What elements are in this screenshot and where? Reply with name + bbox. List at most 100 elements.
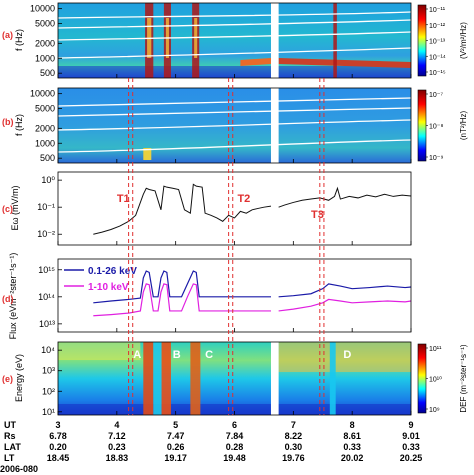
date-label: 2006-080 (0, 464, 38, 474)
ephemeris-row-label: LAT (4, 442, 21, 452)
panel-b-ytick-label: 5000 (35, 104, 55, 114)
ephemeris-value: 0.23 (108, 442, 126, 452)
panel-a-contour (57, 31, 412, 41)
ephemeris-row-label: Rs (4, 431, 16, 441)
ephemeris-value: 19.76 (282, 453, 305, 463)
panel-b-colorbar (417, 89, 427, 162)
panel-a-burst (333, 3, 337, 78)
event-marker-text: T1 (117, 193, 130, 205)
ephemeris-value: 18.83 (106, 453, 129, 463)
ephemeris-value: 7.12 (108, 431, 126, 441)
region-label: A (133, 349, 141, 361)
ephemeris-value: 8.22 (285, 431, 303, 441)
ephemeris-value: 18.45 (47, 453, 70, 463)
panel-c-ytick-label: 10⁰ (41, 175, 55, 185)
panel-b-ytick-label: 10000 (30, 89, 55, 99)
region-label: D (343, 349, 351, 361)
ephemeris-value: 0.20 (49, 442, 67, 452)
panel-e-ytick-label: 10² (42, 386, 55, 396)
ephemeris-value: 19.17 (164, 453, 187, 463)
panel-e-upper-band (278, 342, 411, 372)
event-marker-label: T1 (117, 193, 130, 205)
panel-c-efield-line (278, 186, 412, 208)
panel-e-low-band (58, 404, 411, 415)
panel-e-ytick-label: 10³ (42, 366, 55, 376)
panel-d-flux-line-high (278, 283, 412, 298)
event-marker-label: T3 (311, 209, 324, 221)
ephemeris-row-label: LT (4, 453, 15, 463)
panel-a-data-gap (270, 3, 279, 78)
panel-a-colorbar-tick-label: 10⁻¹² (429, 23, 446, 30)
ephemeris-value: 20.02 (341, 453, 364, 463)
ephemeris-value: 9 (408, 420, 413, 430)
panel-a-colorbar-tick-label: 10⁻¹³ (429, 39, 446, 46)
ephemeris-value: 7.84 (226, 431, 244, 441)
panel-d-ytick-label: 10¹³ (39, 319, 55, 329)
panel-b-spectrogram (57, 88, 412, 163)
panel-a-ytick-label: 500 (40, 68, 55, 78)
event-marker-text: T2 (237, 193, 250, 205)
panel-b-ylabel: f (Hz) (14, 114, 24, 136)
panel-b-colorbar-label: (nT²/Hz) (459, 111, 468, 141)
panel-c-ytick-label: 10⁻¹ (37, 202, 55, 212)
panel-e-ytick-label: 10⁴ (41, 345, 55, 355)
panel-a-colorbar-label: (V²/m²/Hz) (459, 22, 468, 59)
panel-c-ytick-label: 10⁻² (37, 229, 55, 239)
panel-e-colorbar-tick-label: 10¹⁰ (429, 376, 442, 384)
panel-b-contour (57, 119, 412, 131)
panel-b-contour (57, 107, 412, 117)
panel-b-colorbar-tick-label: 10⁻⁸ (429, 124, 443, 131)
ephemeris-value: 0.30 (285, 442, 303, 452)
panel-c-plot: 10⁻² 10⁻¹ 10⁰ (37, 175, 412, 239)
panel-a-ytick-label: 1000 (35, 53, 55, 63)
panel-b-ytick-label: 1000 (35, 138, 55, 148)
ephemeris-value: 0.33 (343, 442, 361, 452)
panel-b-data-gap (270, 88, 279, 163)
ephemeris-table: UT 3 4 5 6 7 8 9 Rs 6.78 7.12 7.47 7.84 8.22 8.61 9.01 L… (4, 420, 422, 463)
panel-letter: (d) (2, 294, 14, 304)
panel-d-ytick-label: 10¹⁵ (38, 265, 55, 275)
panel-a-ytick-label: 10000 (30, 4, 55, 14)
panel-d-ytick-label: 10¹⁴ (38, 292, 55, 302)
event-marker-label: T2 (237, 193, 250, 205)
panel-a-colorbar-tick-label: 10⁻¹¹ (429, 7, 446, 14)
ephemeris-value: 5 (173, 420, 178, 430)
panel-d-flux-line-low (93, 283, 271, 317)
panel-a-colorbar-tick-label: 10⁻¹⁴ (429, 54, 446, 61)
ephemeris-value: 8.61 (343, 431, 361, 441)
region-label: B (173, 349, 181, 361)
panel-b-colorbar-tick-label: 10⁻⁷ (429, 92, 443, 99)
panel-d-flux-line-high (93, 270, 271, 304)
panel-e-injection (329, 342, 336, 415)
panel-a-emission-band (240, 58, 271, 66)
panel-d-plot: 10¹³ 10¹⁴ 10¹⁵ 0.1-26 keV 1-10 keV (38, 265, 412, 329)
legend-label-low: 1-10 keV (88, 282, 129, 293)
panel-e-ylabel: Energy (eV) (14, 354, 24, 402)
ephemeris-value: 6 (232, 420, 237, 430)
ephemeris-value: 7.47 (167, 431, 185, 441)
ephemeris-row-label: UT (4, 420, 16, 430)
panel-e-colorbar-tick-label: 10⁹ (429, 407, 440, 414)
panel-letter: (a) (2, 30, 13, 40)
panel-a-spectrogram (57, 3, 412, 78)
panel-e-colorbar (417, 343, 427, 414)
panel-e-data-gap (270, 342, 279, 415)
ephemeris-value: 20.25 (400, 453, 423, 463)
ephemeris-value: 8 (350, 420, 355, 430)
ephemeris-value: 4 (114, 420, 119, 430)
panel-a-contour (57, 11, 412, 19)
panel-b-contour (57, 139, 412, 153)
ephemeris-value: 6.78 (49, 431, 67, 441)
ephemeris-value: 19.48 (223, 453, 246, 463)
panel-d-ylabel: Flux (eVm⁻²ster⁻¹s⁻¹) (8, 253, 18, 340)
panel-a-ytick-label: 2000 (35, 38, 55, 48)
ephemeris-value: 9.01 (402, 431, 420, 441)
panel-e-colorbar-label: DEF (m⁻²ster⁻¹s⁻¹) (459, 344, 468, 413)
panel-b-ytick-label: 500 (40, 153, 55, 163)
panel-e-injection (161, 342, 171, 415)
event-marker-text: T3 (311, 209, 324, 221)
panel-e-spectrogram (58, 342, 411, 415)
panel-a-colorbar-tick-label: 10⁻¹⁵ (429, 70, 446, 77)
panel-c-frame (57, 171, 412, 246)
